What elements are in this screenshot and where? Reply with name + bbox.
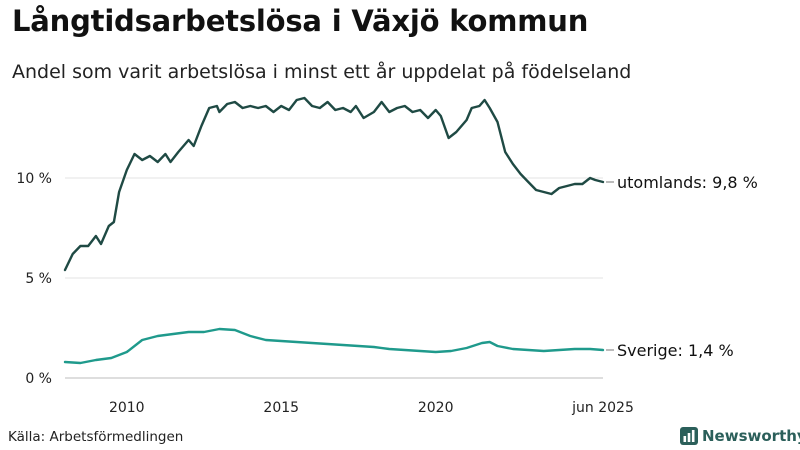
y-tick-label: 0 % [25, 371, 52, 387]
series-end-label: Sverige: 1,4 % [617, 341, 734, 360]
series-lines [63, 96, 605, 365]
x-tick-label: 2010 [109, 400, 145, 416]
chart-title: Långtidsarbetslösa i Växjö kommun [12, 4, 589, 38]
series-line-utomlands [63, 96, 605, 272]
y-tick-label: 5 % [25, 271, 52, 287]
grid-lines [65, 177, 603, 379]
series-end-labels: utomlands: 9,8 % Sverige: 1,4 % [606, 173, 758, 360]
chart-subtitle: Andel som varit arbetslösa i minst ett å… [12, 61, 632, 83]
source-note: Källa: Arbetsförmedlingen [8, 429, 184, 445]
bar-chart-icon [680, 427, 698, 445]
y-axis: 0 % 5 % 10 % [16, 171, 52, 387]
x-tick-label: jun 2025 [571, 400, 634, 416]
x-tick-label: 2015 [263, 400, 299, 416]
x-axis: 2010 2015 2020 jun 2025 [109, 400, 634, 416]
series-line-sverige [63, 327, 605, 365]
y-tick-label: 10 % [16, 171, 52, 187]
brand-logo: Newsworthy [680, 427, 800, 445]
x-tick-label: 2020 [418, 400, 454, 416]
series-end-label: utomlands: 9,8 % [617, 173, 758, 192]
brand-name: Newsworthy [702, 427, 800, 445]
